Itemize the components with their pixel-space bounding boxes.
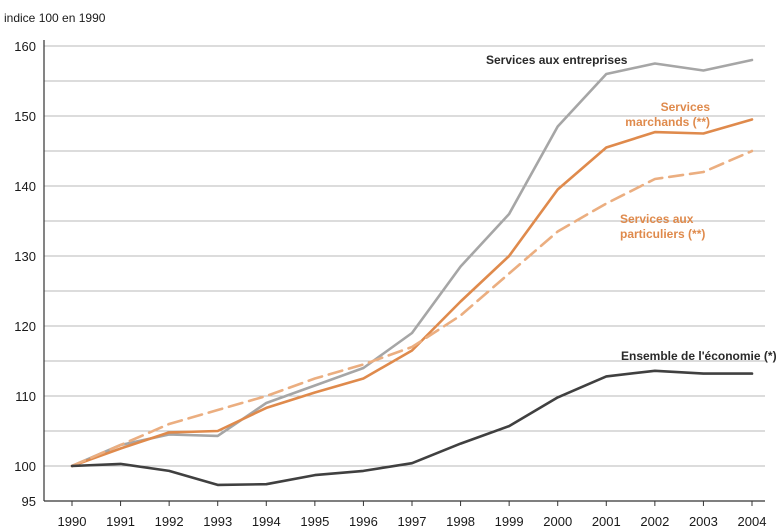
series-group: [70, 58, 754, 487]
x-tick-label: 1992: [155, 514, 184, 529]
x-tick-label: 2002: [640, 514, 669, 529]
series-label-0: Services aux entreprises: [486, 53, 628, 67]
x-tick-label: 2001: [592, 514, 621, 529]
y-tick-label: 150: [14, 109, 36, 124]
grid: [44, 45, 765, 467]
y-tick-label: 100: [14, 459, 36, 474]
y-tick-label: 140: [14, 179, 36, 194]
x-tick-label: 1990: [58, 514, 87, 529]
x-tick-label: 1991: [106, 514, 135, 529]
y-tick-label: 110: [15, 389, 36, 404]
series-label-1: Services marchands (**): [625, 100, 710, 129]
series-line-0: [70, 58, 754, 468]
x-tick-label: 1995: [300, 514, 329, 529]
y-unit-label: indice 100 en 1990: [4, 11, 106, 25]
axes: 95 100 110 120 130 140 150 160 1990 1991 1992 1993 1…: [14, 39, 766, 529]
series-label-2: Services aux particuliers (**): [620, 212, 705, 241]
y-tick-label: 95: [22, 494, 36, 509]
y-tick-label: 160: [14, 39, 36, 54]
series-line-2: [70, 149, 754, 468]
series-label-3: Ensemble de l'économie (*): [621, 349, 777, 363]
x-tick-label: 1994: [252, 514, 281, 529]
series-line-3: [70, 369, 754, 487]
series-line-1: [70, 118, 754, 468]
x-tick-label: 1993: [203, 514, 232, 529]
x-tick-label: 1999: [495, 514, 524, 529]
x-tick-label: 2003: [689, 514, 718, 529]
series-labels: Services aux entreprises Services marchand…: [486, 53, 777, 363]
y-tick-label: 120: [14, 319, 36, 334]
x-tick-label: 1998: [446, 514, 475, 529]
x-tick-label: 2004: [738, 514, 767, 529]
x-tick-label: 1996: [349, 514, 378, 529]
x-tick-label: 2000: [543, 514, 572, 529]
y-tick-label: 130: [14, 249, 36, 264]
x-tick-label: 1997: [398, 514, 427, 529]
